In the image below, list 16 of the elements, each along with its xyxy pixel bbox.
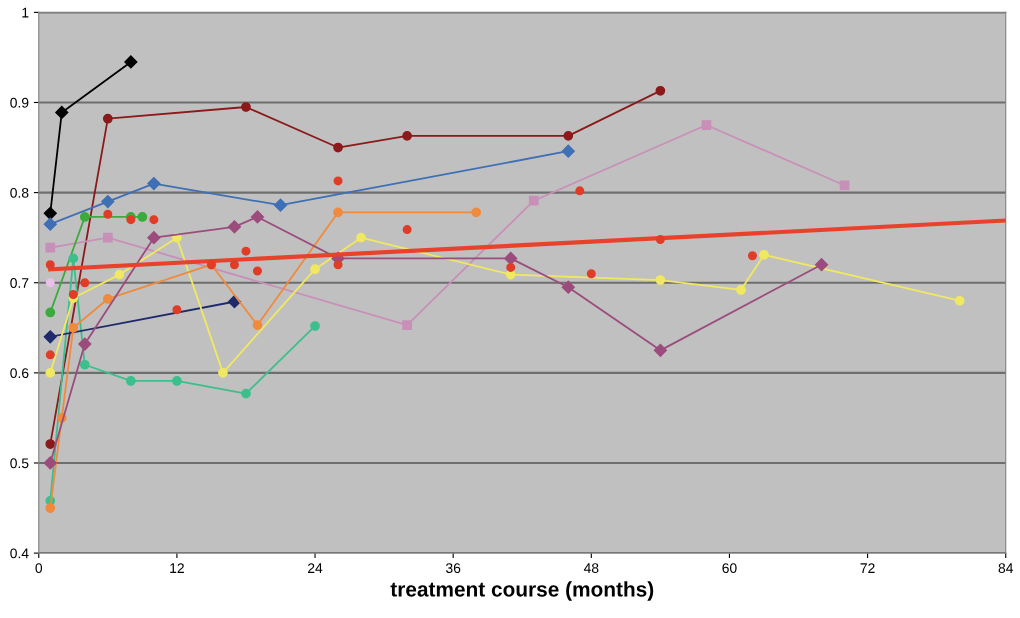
x-tick-label: 36 [445, 563, 461, 574]
y-tick-label: 0.6 [10, 368, 29, 379]
y-tick-label: 0.4 [10, 548, 29, 559]
x-tick-label: 12 [170, 563, 184, 573]
y-tick-label: 0.5 [10, 458, 29, 469]
x-tick-label: 60 [722, 563, 737, 574]
x-tick-label: 24 [308, 563, 323, 573]
x-tick-label: 0 [35, 563, 43, 574]
y-tick-label: 0.7 [10, 278, 29, 288]
x-tick-label: 48 [583, 563, 599, 574]
x-tick-label: 72 [860, 563, 875, 573]
x-axis-title: treatment course (months) [390, 581, 654, 601]
x-tick-label: 84 [998, 563, 1014, 574]
y-tick-label: 0.9 [10, 97, 29, 108]
y-tick-label: 0.8 [10, 187, 29, 198]
y-tick-label: 1 [22, 7, 29, 18]
